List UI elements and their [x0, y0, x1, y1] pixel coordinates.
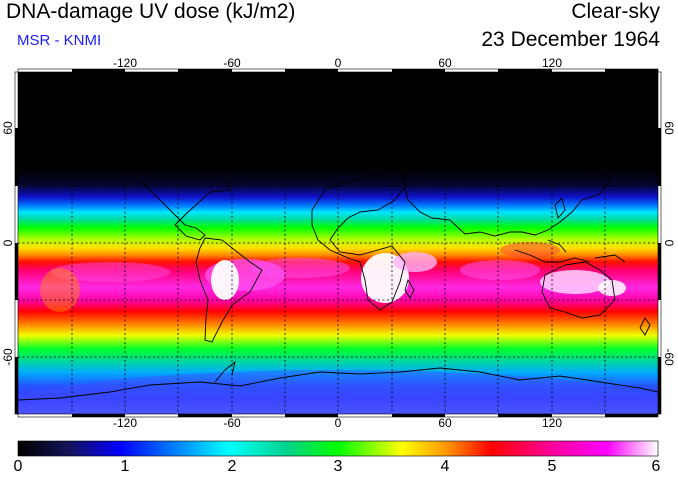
lon-label-top: 60 — [438, 56, 452, 70]
date-label: 23 December 1964 — [481, 28, 660, 51]
colorbar-tick-label: 1 — [120, 458, 130, 475]
colorbar-tick-label: 5 — [547, 458, 557, 475]
lon-label-top: 120 — [541, 56, 563, 70]
coastlines — [18, 127, 658, 401]
lon-label-top: -120 — [112, 56, 138, 70]
graticule — [18, 72, 658, 414]
uv-hotspots — [18, 242, 658, 414]
lon-label-bottom: 0 — [334, 416, 342, 430]
lat-label-left: 60 — [1, 121, 15, 135]
lat-label-left: -60 — [1, 348, 15, 366]
colorbar-tick-label: 2 — [227, 458, 237, 475]
sky-condition-label: Clear-sky — [571, 0, 660, 23]
lon-label-bottom: -60 — [223, 416, 241, 430]
source-label: MSR - KNMI — [17, 32, 102, 49]
colorbar-tick-label: 4 — [440, 458, 450, 475]
colorbar — [17, 440, 659, 457]
lon-label-bottom: 60 — [438, 416, 452, 430]
lat-label-left: 0 — [1, 239, 15, 247]
lat-label-right: 60 — [662, 121, 676, 135]
lon-label-top: 0 — [334, 56, 342, 70]
map-title: DNA-damage UV dose (kJ/m2) — [6, 0, 296, 23]
lat-label-right: -60 — [662, 348, 676, 366]
lon-label-bottom: 120 — [541, 416, 563, 430]
map-frame — [14, 68, 662, 418]
colorbar-tick-label: 3 — [333, 458, 343, 475]
lon-label-bottom: -120 — [112, 416, 138, 430]
lat-label-right: 0 — [662, 239, 676, 247]
colorbar-tick-label: 6 — [651, 458, 661, 475]
colorbar-tick-label: 0 — [13, 458, 23, 475]
lon-label-top: -60 — [223, 56, 241, 70]
